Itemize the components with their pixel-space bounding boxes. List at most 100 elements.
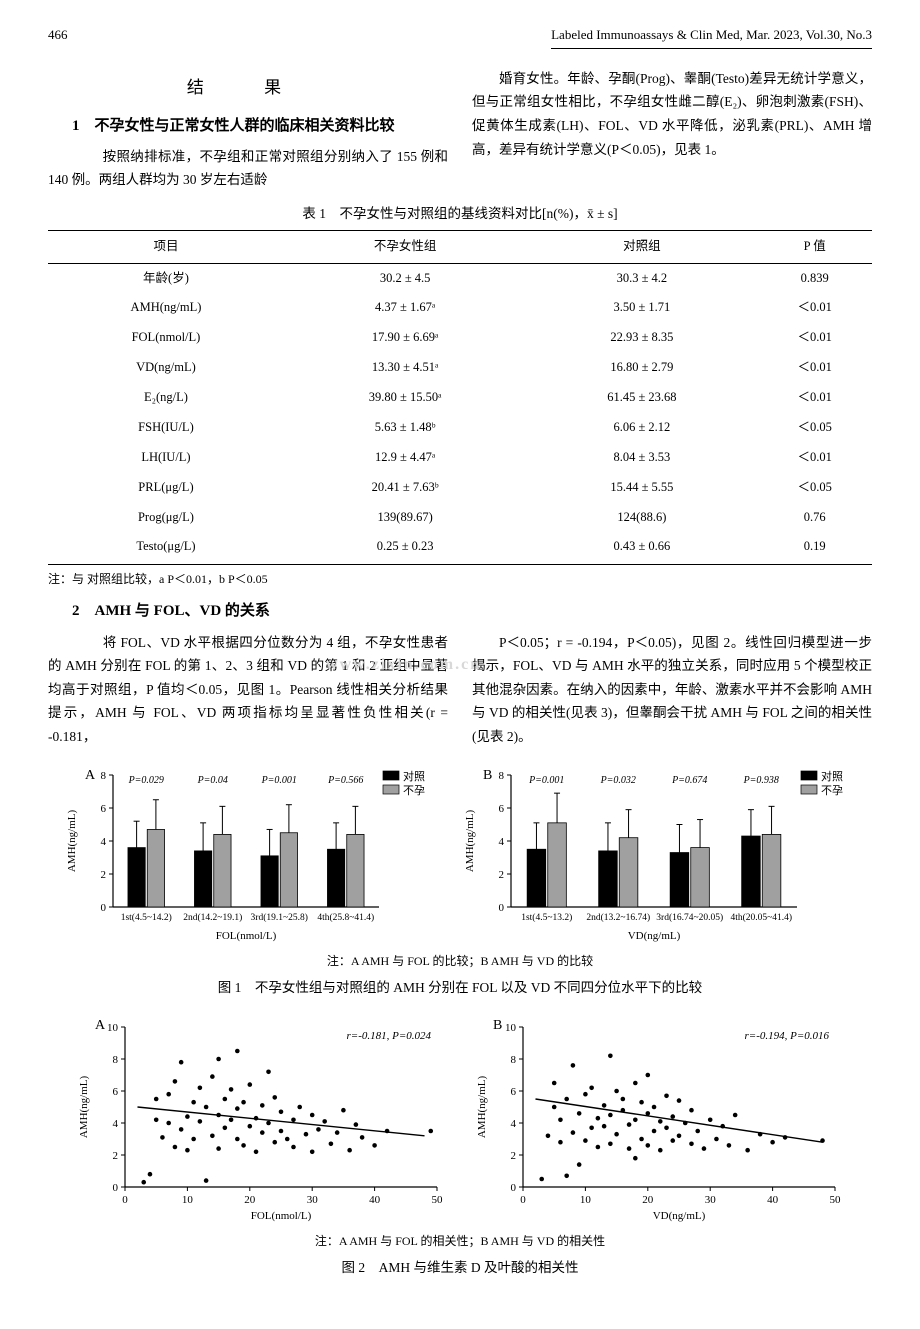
svg-text:20: 20 (642, 1194, 654, 1206)
section-1-left-text: 按照纳排标准，不孕组和正常对照组分别纳入了 155 例和 140 例。两组人群均… (48, 145, 448, 192)
table-row: Testo(μg/L)0.25 ± 0.230.43 ± 0.660.19 (48, 532, 872, 564)
svg-text:r=-0.194, P=0.016: r=-0.194, P=0.016 (744, 1030, 829, 1042)
svg-text:30: 30 (307, 1194, 319, 1206)
svg-text:AMH(ng/mL): AMH(ng/mL) (78, 1076, 90, 1139)
table-header: 对照组 (526, 230, 757, 263)
svg-text:10: 10 (182, 1194, 194, 1206)
svg-text:P=0.674: P=0.674 (671, 775, 707, 786)
table-row: LH(IU/L)12.9 ± 4.47ᵃ8.04 ± 3.53＜0.01 (48, 443, 872, 473)
results-heading: 结 果 (48, 73, 448, 103)
section-2-right-text: P＜0.05；r = -0.194，P＜0.05)，见图 2。线性回归模型进一步… (472, 631, 872, 749)
svg-text:1st(4.5~14.2): 1st(4.5~14.2) (121, 912, 172, 923)
figure-1-panel-b: 02468AMH(ng/mL)B1st(4.5~13.2)P=0.0012nd(… (459, 763, 859, 943)
svg-text:3rd(19.1~25.8): 3rd(19.1~25.8) (251, 912, 308, 923)
svg-text:8: 8 (499, 770, 505, 782)
figure-2-caption: 图 2 AMH 与维生素 D 及叶酸的相关性 (48, 1256, 872, 1280)
table-header: P 值 (757, 230, 872, 263)
svg-text:AMH(ng/mL): AMH(ng/mL) (476, 1076, 488, 1139)
svg-text:6: 6 (113, 1086, 119, 1098)
svg-text:10: 10 (505, 1022, 517, 1034)
svg-text:8: 8 (101, 770, 107, 782)
figure-1-panel-a: 0 2 4 6 8 AMH(ng/mL) A 1st(4.5~14.2) P=0.029 2nd(… (61, 763, 441, 943)
svg-text:0: 0 (520, 1194, 526, 1206)
svg-text:B: B (493, 1018, 502, 1033)
table-row: FSH(IU/L)5.63 ± 1.48ᵇ6.06 ± 2.12＜0.05 (48, 413, 872, 443)
svg-text:AMH(ng/mL): AMH(ng/mL) (66, 809, 78, 872)
svg-text:4: 4 (499, 836, 505, 848)
table-row: 年龄(岁)30.2 ± 4.530.3 ± 4.20.839 (48, 263, 872, 293)
svg-text:4th(20.05~41.4): 4th(20.05~41.4) (730, 912, 792, 923)
svg-text:r=-0.181, P=0.024: r=-0.181, P=0.024 (346, 1030, 431, 1042)
svg-text:6: 6 (499, 803, 505, 815)
figure-1-note: 注：A AMH 与 FOL 的比较；B AMH 与 VD 的比较 (48, 951, 872, 972)
svg-text:0: 0 (511, 1182, 517, 1194)
table-header: 项目 (48, 230, 284, 263)
figure-2-panel-b: 024681001020304050AMH(ng/mL)VD(ng/mL)Br=… (469, 1013, 849, 1223)
svg-text:2: 2 (113, 1150, 119, 1162)
page-header: 466 Labeled Immunoassays & Clin Med, Mar… (48, 24, 872, 53)
section-1-title: 1 不孕女性与正常女性人群的临床相关资料比较 (72, 113, 448, 139)
table-row: PRL(μg/L)20.41 ± 7.63ᵇ15.44 ± 5.55＜0.05 (48, 473, 872, 503)
table-row: E₂(ng/L)39.80 ± 15.50ᵃ61.45 ± 23.68＜0.01 (48, 383, 872, 413)
svg-text:对照: 对照 (821, 769, 843, 783)
svg-text:30: 30 (705, 1194, 717, 1206)
section-2-columns: 将 FOL、VD 水平根据四分位数分为 4 组，不孕女性患者的 AMH 分别在 … (48, 631, 872, 749)
svg-text:3rd(16.74~20.05): 3rd(16.74~20.05) (656, 912, 723, 923)
svg-text:10: 10 (107, 1022, 119, 1034)
svg-text:P=0.032: P=0.032 (600, 775, 636, 786)
figure-2-note: 注：A AMH 与 FOL 的相关性；B AMH 与 VD 的相关性 (48, 1231, 872, 1252)
figure-2: 024681001020304050AMH(ng/mL)FOL(nmol/L)A… (48, 1013, 872, 1223)
table-1-note: 注：与 对照组比较，a P＜0.01，b P＜0.05 (48, 569, 872, 590)
svg-text:4: 4 (101, 836, 107, 848)
svg-text:4: 4 (511, 1118, 517, 1130)
table-row: Prog(μg/L)139(89.67)124(88.6)0.76 (48, 503, 872, 533)
svg-text:2: 2 (511, 1150, 517, 1162)
table-1-title: 表 1 不孕女性与对照组的基线资料对比[n(%)，x̄ ± s] (48, 202, 872, 226)
table-header: 不孕女性组 (284, 230, 526, 263)
svg-text:20: 20 (244, 1194, 256, 1206)
figure-1: 0 2 4 6 8 AMH(ng/mL) A 1st(4.5~14.2) P=0.029 2nd(… (48, 763, 872, 943)
svg-text:6: 6 (511, 1086, 517, 1098)
svg-text:VD(ng/mL): VD(ng/mL) (653, 1210, 706, 1222)
svg-text:FOL(nmol/L): FOL(nmol/L) (251, 1210, 312, 1222)
figure-2-panel-a: 024681001020304050AMH(ng/mL)FOL(nmol/L)A… (71, 1013, 451, 1223)
svg-text:10: 10 (580, 1194, 592, 1206)
svg-text:P=0.001: P=0.001 (528, 775, 564, 786)
svg-text:4: 4 (113, 1118, 119, 1130)
svg-text:对照: 对照 (403, 769, 425, 783)
svg-text:2nd(14.2~19.1): 2nd(14.2~19.1) (183, 912, 242, 923)
svg-text:4th(25.8~41.4): 4th(25.8~41.4) (317, 912, 374, 923)
page-number: 466 (48, 24, 68, 49)
svg-text:8: 8 (113, 1054, 119, 1066)
svg-text:0: 0 (499, 902, 505, 914)
svg-text:40: 40 (369, 1194, 381, 1206)
svg-text:P=0.938: P=0.938 (743, 775, 779, 786)
svg-text:AMH(ng/mL): AMH(ng/mL) (464, 809, 476, 872)
svg-text:0: 0 (101, 902, 107, 914)
section-1-right-text: 婚育女性。年龄、孕酮(Prog)、睾酮(Testo)差异无统计学意义，但与正常组… (472, 67, 872, 162)
svg-text:FOL(nmol/L): FOL(nmol/L) (216, 930, 277, 942)
table-row: AMH(ng/mL)4.37 ± 1.67ᵃ3.50 ± 1.71＜0.01 (48, 293, 872, 323)
svg-text:P=0.566: P=0.566 (327, 775, 363, 786)
table-row: FOL(nmol/L)17.90 ± 6.69ᵃ22.93 ± 8.35＜0.0… (48, 323, 872, 353)
svg-text:P=0.04: P=0.04 (197, 775, 228, 786)
svg-text:P=0.029: P=0.029 (128, 775, 164, 786)
journal-info: Labeled Immunoassays & Clin Med, Mar. 20… (551, 24, 872, 49)
section-2-title: 2 AMH 与 FOL、VD 的关系 (72, 598, 872, 624)
section-2-left-text: 将 FOL、VD 水平根据四分位数分为 4 组，不孕女性患者的 AMH 分别在 … (48, 631, 448, 749)
svg-text:P=0.001: P=0.001 (261, 775, 297, 786)
svg-text:40: 40 (767, 1194, 779, 1206)
svg-text:不孕: 不孕 (821, 784, 843, 797)
svg-text:2nd(13.2~16.74): 2nd(13.2~16.74) (586, 912, 650, 923)
svg-text:2: 2 (499, 869, 505, 881)
svg-text:2: 2 (101, 869, 107, 881)
svg-text:不孕: 不孕 (403, 784, 425, 797)
svg-text:50: 50 (830, 1194, 842, 1206)
svg-text:A: A (95, 1018, 106, 1033)
section-1-columns: 结 果 1 不孕女性与正常女性人群的临床相关资料比较 按照纳排标准，不孕组和正常… (48, 67, 872, 192)
svg-text:A: A (85, 768, 96, 783)
table-row: VD(ng/mL)13.30 ± 4.51ᵃ16.80 ± 2.79＜0.01 (48, 353, 872, 383)
svg-text:6: 6 (101, 803, 107, 815)
svg-text:50: 50 (432, 1194, 444, 1206)
svg-text:0: 0 (113, 1182, 119, 1194)
